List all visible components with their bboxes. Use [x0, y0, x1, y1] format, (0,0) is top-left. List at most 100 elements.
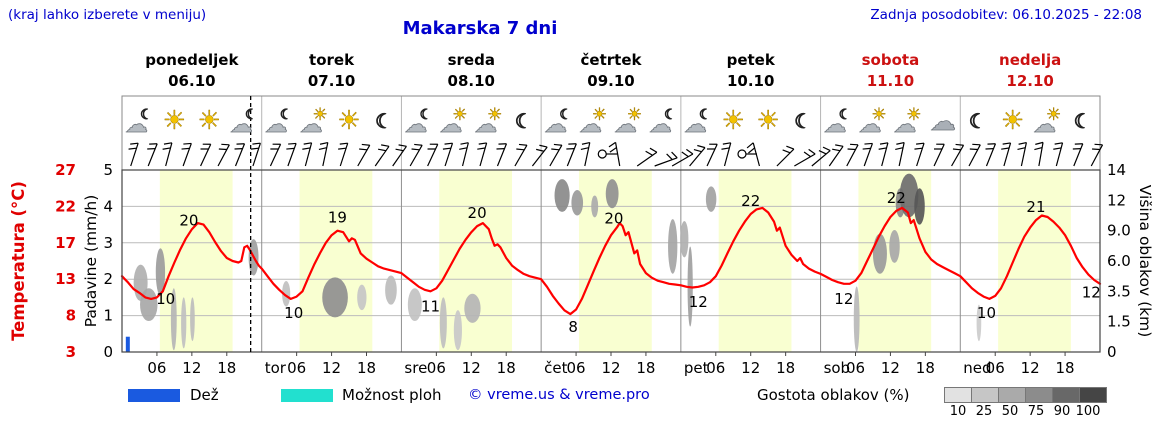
svg-text:3: 3	[103, 234, 113, 252]
svg-text:1: 1	[103, 307, 113, 325]
svg-text:0: 0	[1107, 343, 1117, 361]
day-name: nedelja	[999, 51, 1062, 69]
cloud-blobs	[133, 173, 982, 352]
page-title: Makarska 7 dni	[402, 18, 558, 39]
svg-text:ned: ned	[963, 359, 991, 377]
svg-text:☀: ☀	[592, 105, 607, 125]
svg-text:12: 12	[182, 359, 201, 377]
day-name: četrtek	[580, 51, 642, 69]
cloud-icon: ☁	[929, 107, 956, 138]
svg-text:19: 19	[328, 209, 347, 227]
density-tick-label: 90	[1053, 404, 1071, 419]
sun-cloud-icon: ☀☁	[474, 105, 503, 139]
svg-text:☁: ☁	[439, 112, 462, 138]
svg-text:21: 21	[1026, 198, 1045, 216]
day-date: 11.10	[866, 72, 915, 90]
moon-icon: ☾	[1073, 109, 1092, 134]
svg-text:06: 06	[147, 359, 166, 377]
svg-text:06: 06	[706, 359, 725, 377]
svg-text:☀: ☀	[337, 106, 360, 136]
cloud-moon-icon: ☾☁	[823, 107, 852, 139]
svg-text:0: 0	[103, 343, 113, 361]
svg-text:8: 8	[66, 307, 76, 325]
svg-text:☁: ☁	[544, 112, 567, 138]
day-date: 09.10	[587, 72, 635, 90]
density-tick-label: 100	[1075, 404, 1101, 419]
svg-text:☾: ☾	[280, 107, 293, 123]
svg-text:8: 8	[568, 318, 578, 336]
svg-text:2: 2	[103, 270, 113, 288]
svg-text:9.0: 9.0	[1107, 222, 1131, 240]
sun-cloud-icon: ☀☁	[439, 105, 468, 139]
precip-axis-title: Padavine (mm/h)	[82, 195, 100, 328]
day-name: sreda	[447, 51, 495, 69]
day-header: sreda 08.10	[401, 50, 541, 92]
moon-icon: ☾	[794, 109, 813, 134]
svg-text:☁: ☁	[858, 112, 881, 138]
temperature-curve	[120, 206, 1102, 316]
svg-text:20: 20	[179, 212, 198, 230]
density-swatch	[944, 387, 972, 403]
svg-text:☁: ☁	[824, 112, 847, 138]
sun-cloud-icon: ☀☁	[858, 105, 887, 139]
svg-text:☀: ☀	[627, 105, 642, 125]
sun-cloud-icon: ☀☁	[614, 105, 643, 139]
svg-text:1.5: 1.5	[1107, 313, 1131, 331]
day-header: sobota 11.10	[821, 50, 961, 92]
density-tick-label: 75	[1027, 404, 1045, 419]
showers-legend-label: Možnost ploh	[342, 386, 442, 404]
svg-text:10: 10	[977, 304, 996, 322]
svg-text:13: 13	[55, 270, 76, 288]
svg-text:06: 06	[986, 359, 1005, 377]
sun-icon: ☀	[337, 106, 361, 137]
svg-text:10: 10	[284, 304, 303, 322]
svg-text:☀: ☀	[1001, 106, 1024, 136]
rain-bars	[125, 336, 130, 352]
svg-text:22: 22	[741, 192, 760, 210]
svg-text:22: 22	[55, 197, 76, 215]
copyright-text: © vreme.us & vreme.pro	[468, 387, 650, 403]
day-header: petek 10.10	[681, 50, 821, 92]
density-ticks: 10 25 50 75 90 100	[945, 404, 1101, 419]
density-tick-label: 10	[949, 404, 967, 419]
temp-axis-title: Temperatura (°C)	[9, 181, 28, 341]
cloud-moon-icon: ☾☁	[648, 107, 677, 139]
svg-text:12: 12	[1107, 191, 1126, 209]
svg-text:☾: ☾	[140, 107, 153, 123]
moon-cloud-icon: ☾☁	[544, 107, 573, 139]
sun-icon: ☀	[721, 106, 745, 137]
svg-text:18: 18	[636, 359, 655, 377]
svg-text:18: 18	[217, 359, 236, 377]
density-swatch	[1025, 387, 1053, 403]
svg-text:06: 06	[567, 359, 586, 377]
svg-text:☾: ☾	[839, 107, 852, 123]
sun-cloud-icon: ☀☁	[893, 105, 922, 139]
svg-text:3.5: 3.5	[1107, 282, 1131, 300]
svg-text:11: 11	[421, 297, 440, 315]
svg-text:sob: sob	[824, 359, 851, 377]
moon-icon: ☾	[514, 109, 533, 134]
day-separators	[261, 96, 961, 352]
svg-text:20: 20	[604, 209, 623, 227]
showers-legend-swatch	[281, 389, 333, 402]
svg-text:18: 18	[776, 359, 795, 377]
day-header: torek 07.10	[262, 50, 402, 92]
svg-text:12: 12	[322, 359, 341, 377]
sun-cloud-icon: ☀☁	[1033, 105, 1062, 139]
sun-cloud-icon: ☀☁	[299, 105, 328, 139]
svg-text:☁: ☁	[684, 112, 707, 138]
svg-text:6.0: 6.0	[1107, 252, 1131, 270]
rain-legend-label: Dež	[190, 386, 219, 404]
temperature-labels: 10 20 10 19 11 20 8 20 12 22 12 22 10 21 12	[156, 189, 1101, 336]
day-date: 07.10	[307, 72, 356, 90]
svg-text:☁: ☁	[579, 112, 602, 138]
svg-text:☁: ☁	[649, 112, 672, 138]
svg-text:12: 12	[881, 359, 900, 377]
moon-icon: ☾	[968, 109, 987, 134]
svg-text:☁: ☁	[1033, 112, 1056, 138]
svg-text:☾: ☾	[245, 107, 258, 123]
svg-text:čet: čet	[544, 359, 567, 377]
svg-text:☾: ☾	[420, 107, 433, 123]
svg-text:☁: ☁	[125, 112, 148, 138]
